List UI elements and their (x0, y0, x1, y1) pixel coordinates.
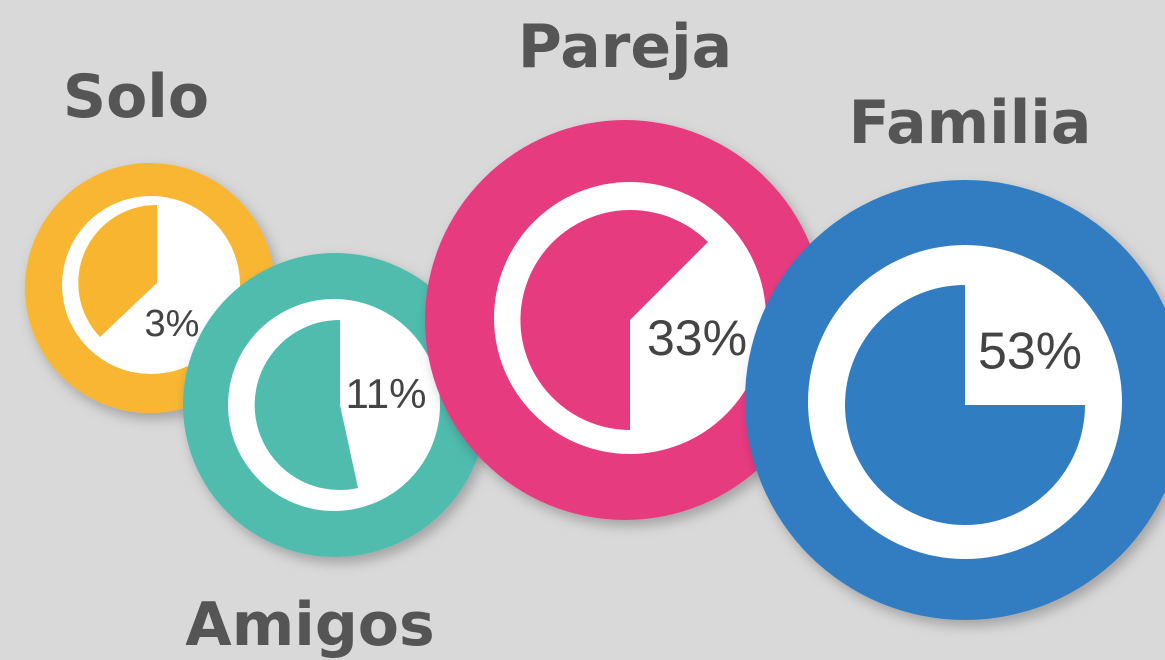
familia-percent: 53% (978, 323, 1082, 381)
pareja-title: Pareja (518, 12, 732, 82)
familia-badge: 53% (745, 180, 1165, 620)
familia-title: Familia (849, 88, 1092, 158)
solo-badge: 3% (25, 163, 275, 413)
pareja-badge: 33% (425, 120, 825, 520)
familia-sector (845, 285, 1085, 525)
solo-percent: 3% (145, 303, 200, 345)
amigos-sector (254, 319, 358, 490)
amigos-percent: 11% (346, 370, 427, 417)
pareja-percent: 33% (647, 310, 747, 366)
pareja-sector (520, 210, 708, 430)
amigos-title: Amigos (185, 590, 434, 660)
solo-sector (78, 204, 157, 337)
amigos-badge: 11% (183, 253, 487, 557)
solo-title: Solo (63, 62, 209, 132)
